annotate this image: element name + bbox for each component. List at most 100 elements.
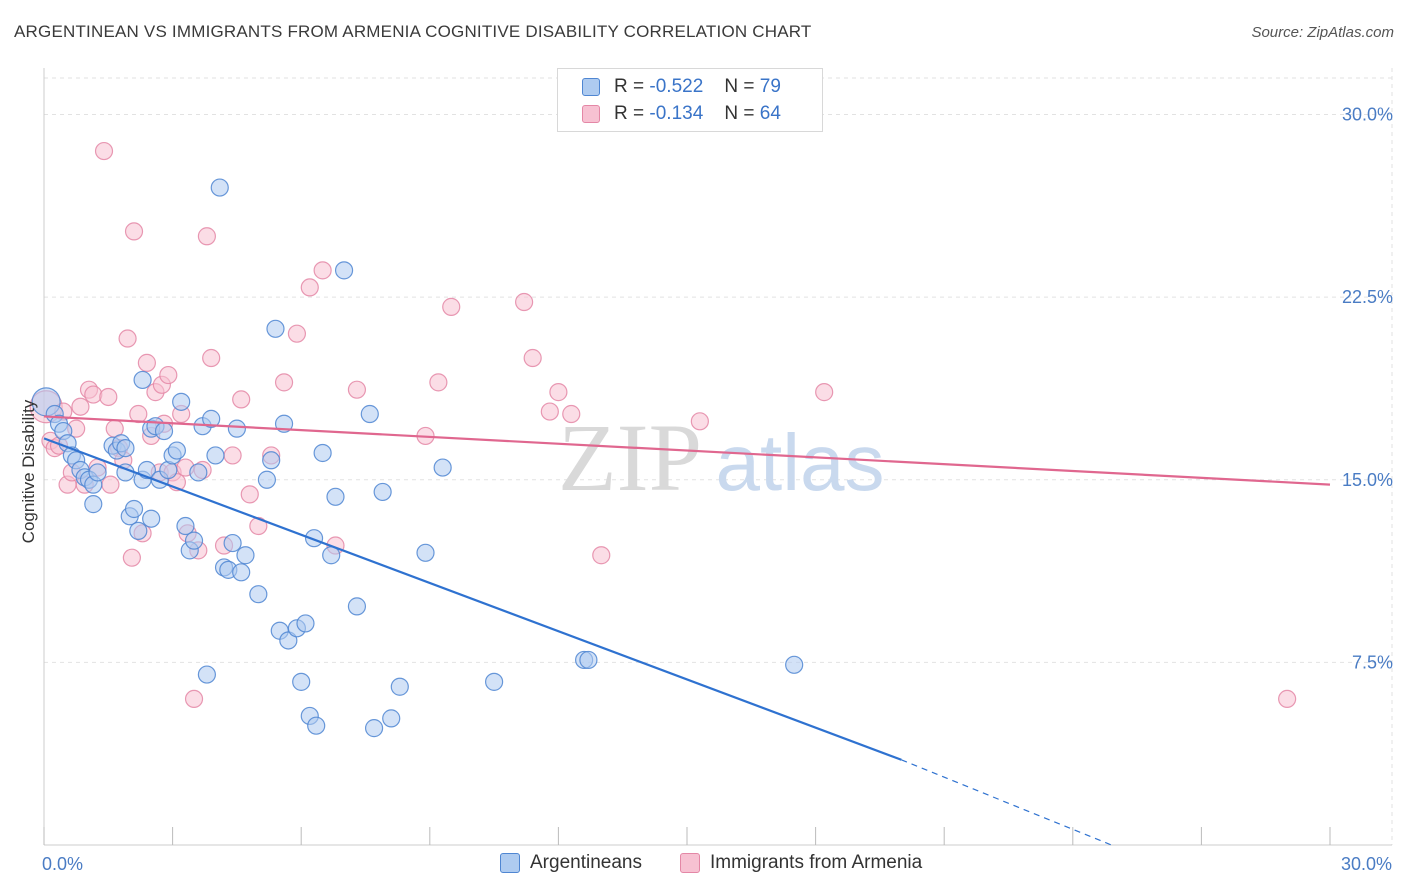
data-point-argentinean [347,597,367,616]
data-point-armenia [223,446,242,465]
data-point-argentinean [124,499,144,519]
data-point-armenia [442,297,461,316]
chart-title: ARGENTINEAN VS IMMIGRANTS FROM ARMENIA C… [14,22,812,41]
trend-lines [43,415,1331,846]
trend-line-argentineans-extension [901,759,1112,846]
data-point-argentinean [172,392,191,411]
data-point-armenia [300,278,319,297]
data-point-argentinean [304,529,324,548]
bottom-legend-swatch-pink [680,853,700,873]
data-point-armenia [515,292,534,312]
data-point-argentinean [227,419,246,438]
legend-swatch-blue [582,78,600,96]
data-point-argentinean [257,470,277,489]
data-point-armenia [84,385,103,404]
data-point-armenia [429,373,448,392]
data-point-argentinean [485,672,504,691]
data-point-armenia [287,324,307,343]
bottom-legend-label: Immigrants from Armenia [710,852,923,873]
data-point-armenia [540,402,559,421]
x-tick-label: 0.0% [42,854,83,874]
data-point-armenia [118,329,137,348]
data-point-armenia [124,222,144,241]
data-point-argentinean [184,531,204,550]
y-tick-label: 15.0% [1342,470,1393,490]
legend-n-label: N = [724,103,755,124]
data-point-argentinean [334,261,354,280]
y-tick-label: 22.5% [1342,287,1393,307]
data-point-armenia [240,485,259,504]
data-point-argentinean [360,404,379,424]
data-point-argentinean [373,482,392,502]
data-point-argentinean [262,451,281,470]
data-point-argentinean [236,546,255,565]
legend-n-value: 79 [759,76,781,97]
data-point-argentinean [142,509,161,528]
data-point-argentinean [167,441,186,460]
series-argentineans [31,178,804,738]
data-point-argentinean [116,439,135,458]
y-axis-title: Cognitive Disability [19,399,38,543]
bottom-legend-swatch-blue [500,853,520,873]
trend-line-armenia [43,415,1331,486]
data-point-argentinean [433,458,452,477]
data-point-argentinean [390,677,409,696]
correlation-legend: R = -0.522 N = 79 R = -0.134 N = 64 [557,68,823,132]
data-point-armenia [129,404,148,424]
data-point-argentinean [84,495,103,514]
data-point-armenia [101,475,120,494]
data-point-armenia [99,387,118,407]
data-point-argentinean [197,665,216,684]
data-point-argentinean [154,421,174,441]
legend-n-value: 64 [759,103,781,124]
data-point-argentinean [202,409,221,428]
source-label: Source: ZipAtlas.com [1251,24,1394,41]
data-point-armenia [232,390,251,409]
data-point-armenia [249,516,268,536]
data-point-argentinean [364,719,384,738]
tick-labels: 7.5% 15.0% 22.5% 30.0% 0.0% 30.0% Cognitive Di… [19,105,1393,874]
watermark: ZIP atlas [558,404,884,511]
data-point-argentinean [176,516,195,536]
data-point-argentinean [382,709,401,728]
bottom-legend-armenia: Immigrants from Armenia [680,852,922,874]
x-tick-label: 30.0% [1341,854,1392,874]
legend-row-argentineans: R = -0.522 N = 79 [582,75,781,99]
data-point-armenia [1278,689,1297,709]
legend-n-label: N = [724,76,755,97]
bottom-legend-argentineans: Argentineans [500,852,642,874]
data-point-armenia [347,380,367,399]
data-point-argentinean [296,614,315,633]
data-point-armenia [94,141,114,161]
data-point-argentinean [189,463,208,482]
legend-r-label: R = [614,103,645,124]
data-point-armenia [690,412,709,431]
data-point-armenia [549,383,568,402]
bottom-legend-label: Argentineans [530,852,642,873]
data-point-argentinean [232,563,251,582]
data-point-armenia [159,365,178,385]
data-point-armenia [592,546,611,565]
data-point-argentinean [579,650,598,670]
data-point-argentinean [210,178,229,197]
axes [43,68,1392,846]
data-point-armenia [313,261,332,280]
watermark-atlas: atlas [716,418,885,507]
data-point-argentinean [313,443,332,463]
data-point-argentinean [416,543,435,562]
watermark-zip: ZIP [558,404,702,511]
y-tick-label: 30.0% [1342,105,1393,125]
legend-r-value: -0.134 [649,103,704,124]
legend-swatch-pink [582,105,600,123]
data-point-argentinean [129,521,148,540]
data-point-argentinean [133,370,152,390]
data-point-argentinean [206,446,225,465]
data-point-armenia [71,397,90,416]
data-point-armenia [274,373,294,392]
data-point-argentinean [326,487,345,506]
data-point-argentinean [88,463,107,482]
trend-line-argentineans [43,437,902,761]
data-point-argentinean [249,585,268,604]
data-point-armenia [202,348,221,368]
data-point-armenia [184,689,204,709]
